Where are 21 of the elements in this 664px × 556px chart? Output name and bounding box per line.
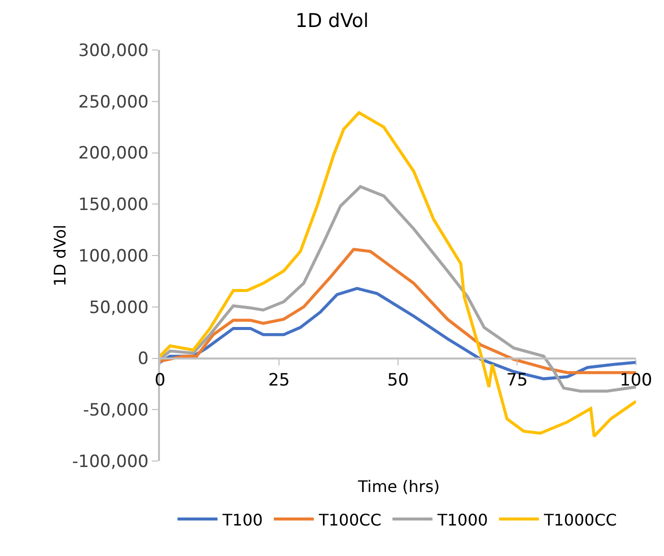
legend-label: T100 [222, 510, 263, 530]
legend-label: T100CC [318, 510, 382, 530]
y-tick-label: 0 [138, 349, 149, 370]
y-tick-label: -100,000 [72, 452, 149, 472]
y-axis-title: 1D dVol [50, 224, 70, 286]
x-tick-label: 0 [154, 370, 166, 391]
y-tick-label: 150,000 [78, 195, 149, 216]
x-axis-title: Time (hrs) [357, 477, 440, 496]
y-tick-label: 250,000 [78, 92, 149, 112]
y-tick-label: 300,000 [78, 40, 149, 61]
x-tick-label: 25 [268, 370, 290, 391]
x-tick-label: 50 [387, 370, 409, 391]
legend-label: T1000 [436, 510, 488, 530]
x-tick-label: 75 [506, 370, 528, 391]
y-tick-label: -50,000 [82, 400, 149, 421]
y-tick-label: 200,000 [78, 144, 149, 164]
chart-title: 1D dVol [295, 10, 369, 32]
x-tick-label: 100 [620, 370, 652, 391]
legend-label: T1000CC [542, 510, 617, 530]
y-tick-label: 50,000 [89, 298, 149, 318]
y-tick-label: 100,000 [78, 246, 149, 266]
